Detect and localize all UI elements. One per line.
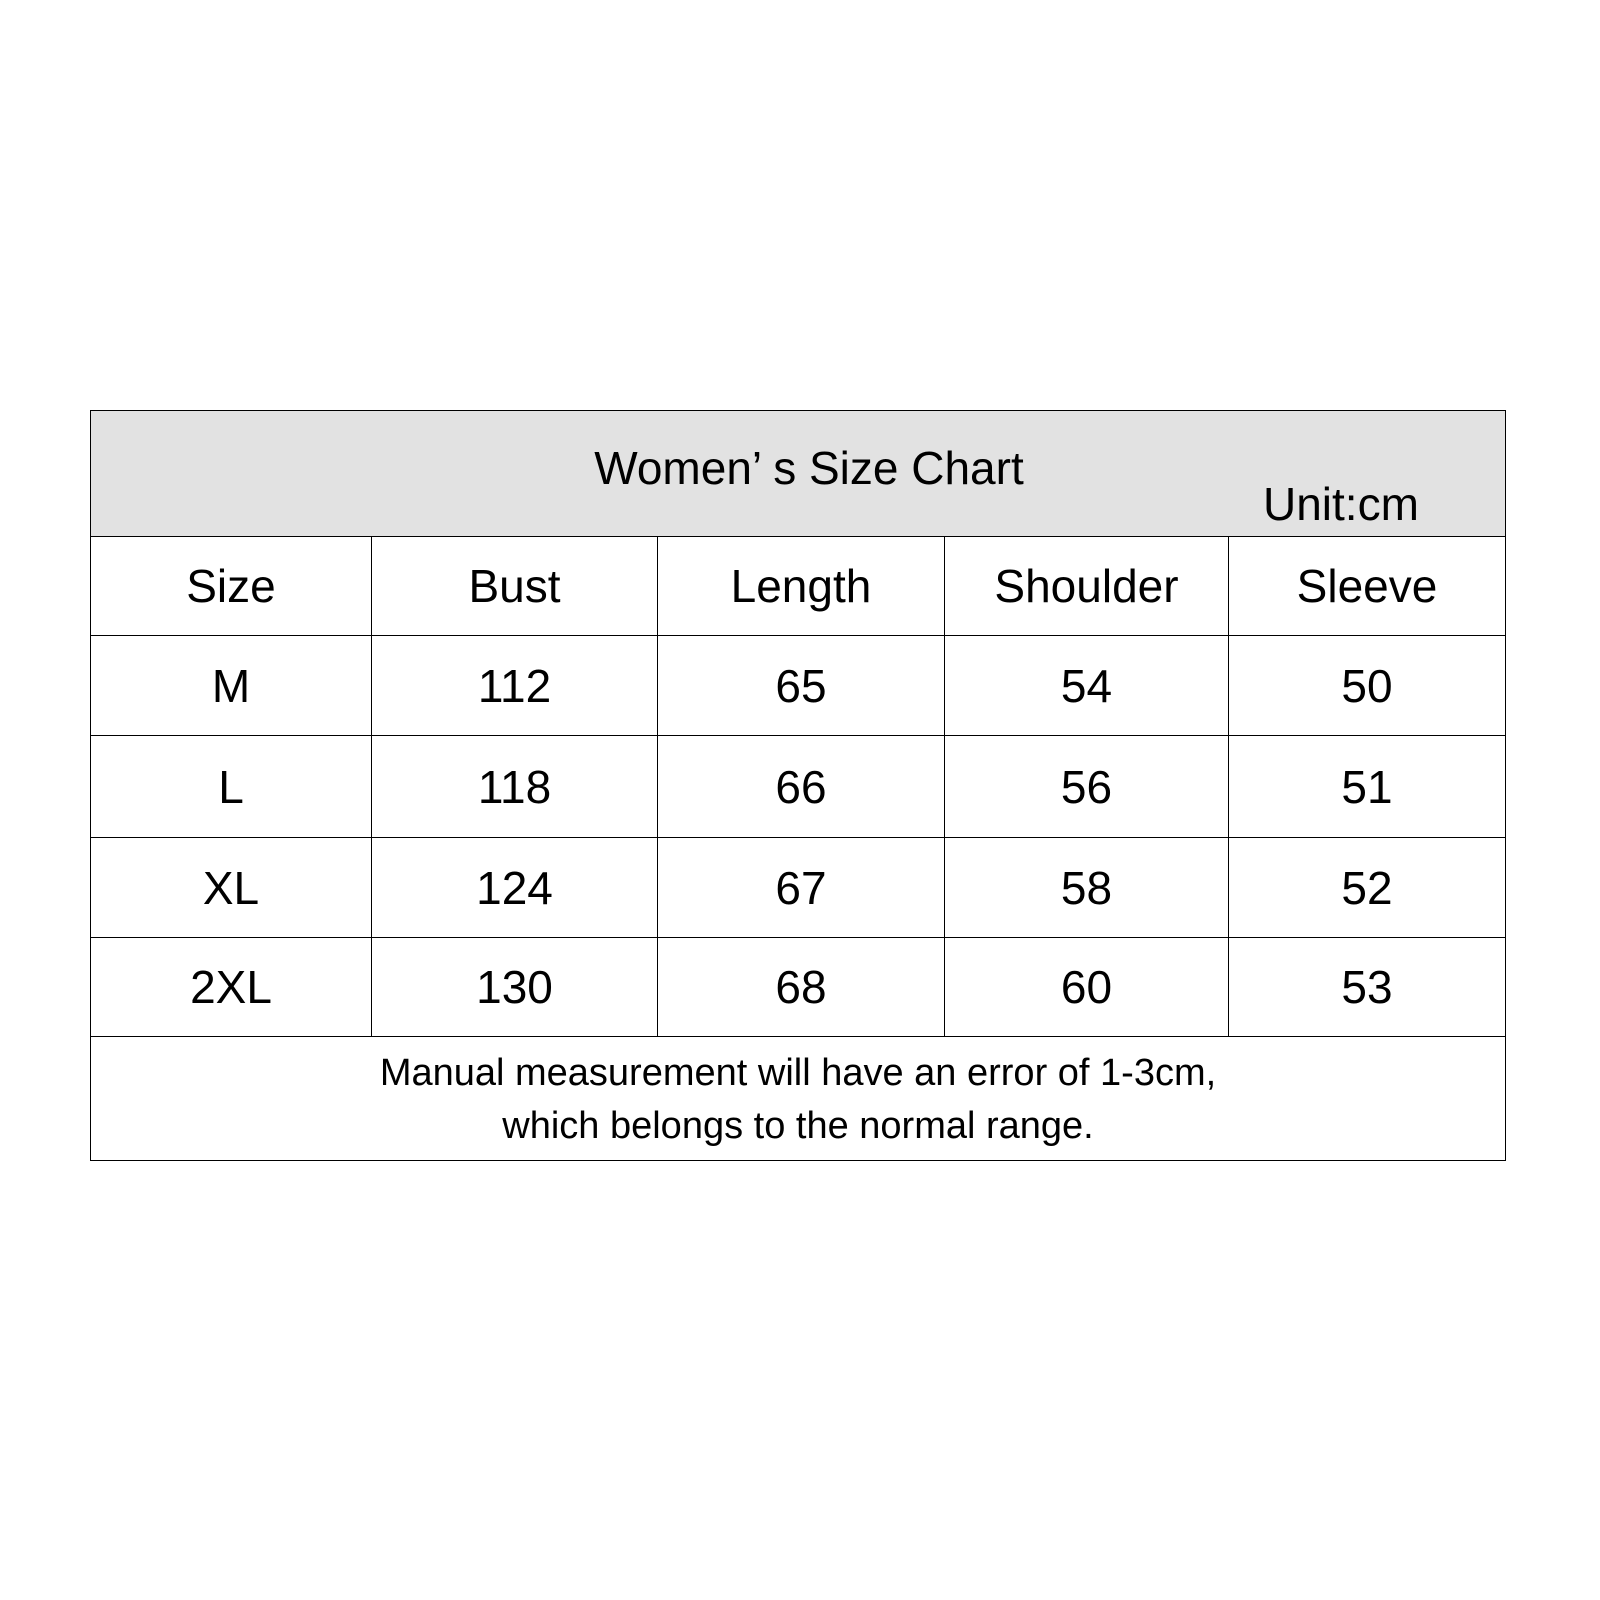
header-row: Size Bust Length Shoulder Sleeve (91, 537, 1505, 636)
cell-shoulder: 56 (945, 736, 1229, 837)
cell-size: L (91, 736, 372, 837)
size-chart-table: Women’ s Size Chart Unit:cm Size Bust Le… (90, 410, 1506, 1161)
header-shoulder: Shoulder (945, 537, 1229, 635)
cell-length: 66 (658, 736, 945, 837)
cell-bust: 124 (372, 838, 658, 937)
table-row: L 118 66 56 51 (91, 736, 1505, 838)
cell-size: M (91, 636, 372, 735)
table-row: XL 124 67 58 52 (91, 838, 1505, 938)
cell-shoulder: 54 (945, 636, 1229, 735)
note-line-2: which belongs to the normal range. (502, 1105, 1094, 1147)
cell-length: 65 (658, 636, 945, 735)
table-row: M 112 65 54 50 (91, 636, 1505, 736)
measurement-note: Manual measurement will have an error of… (91, 1037, 1505, 1161)
cell-bust: 118 (372, 736, 658, 837)
cell-shoulder: 60 (945, 938, 1229, 1036)
header-sleeve: Sleeve (1296, 560, 1438, 612)
cell-size: 2XL (91, 938, 372, 1036)
cell-shoulder: 58 (945, 838, 1229, 937)
cell-sleeve: 51 (1341, 760, 1393, 813)
cell-sleeve: 53 (1341, 961, 1393, 1013)
cell-bust: 130 (372, 938, 658, 1036)
cell-length: 67 (658, 838, 945, 937)
table-title-bar: Women’ s Size Chart Unit:cm (91, 411, 1505, 537)
header-size: Size (91, 537, 372, 635)
cell-bust: 112 (372, 636, 658, 735)
unit-label: Unit:cm (1263, 478, 1419, 530)
chart-title: Women’ s Size Chart (594, 442, 1024, 494)
cell-size: XL (91, 838, 372, 937)
header-length: Length (658, 537, 945, 635)
table-row: 2XL 130 68 60 53 (91, 938, 1505, 1037)
cell-sleeve: 50 (1341, 659, 1393, 712)
header-bust: Bust (372, 537, 658, 635)
note-line-1: Manual measurement will have an error of… (379, 1052, 1217, 1094)
cell-length: 68 (658, 938, 945, 1036)
cell-sleeve: 52 (1341, 861, 1393, 914)
